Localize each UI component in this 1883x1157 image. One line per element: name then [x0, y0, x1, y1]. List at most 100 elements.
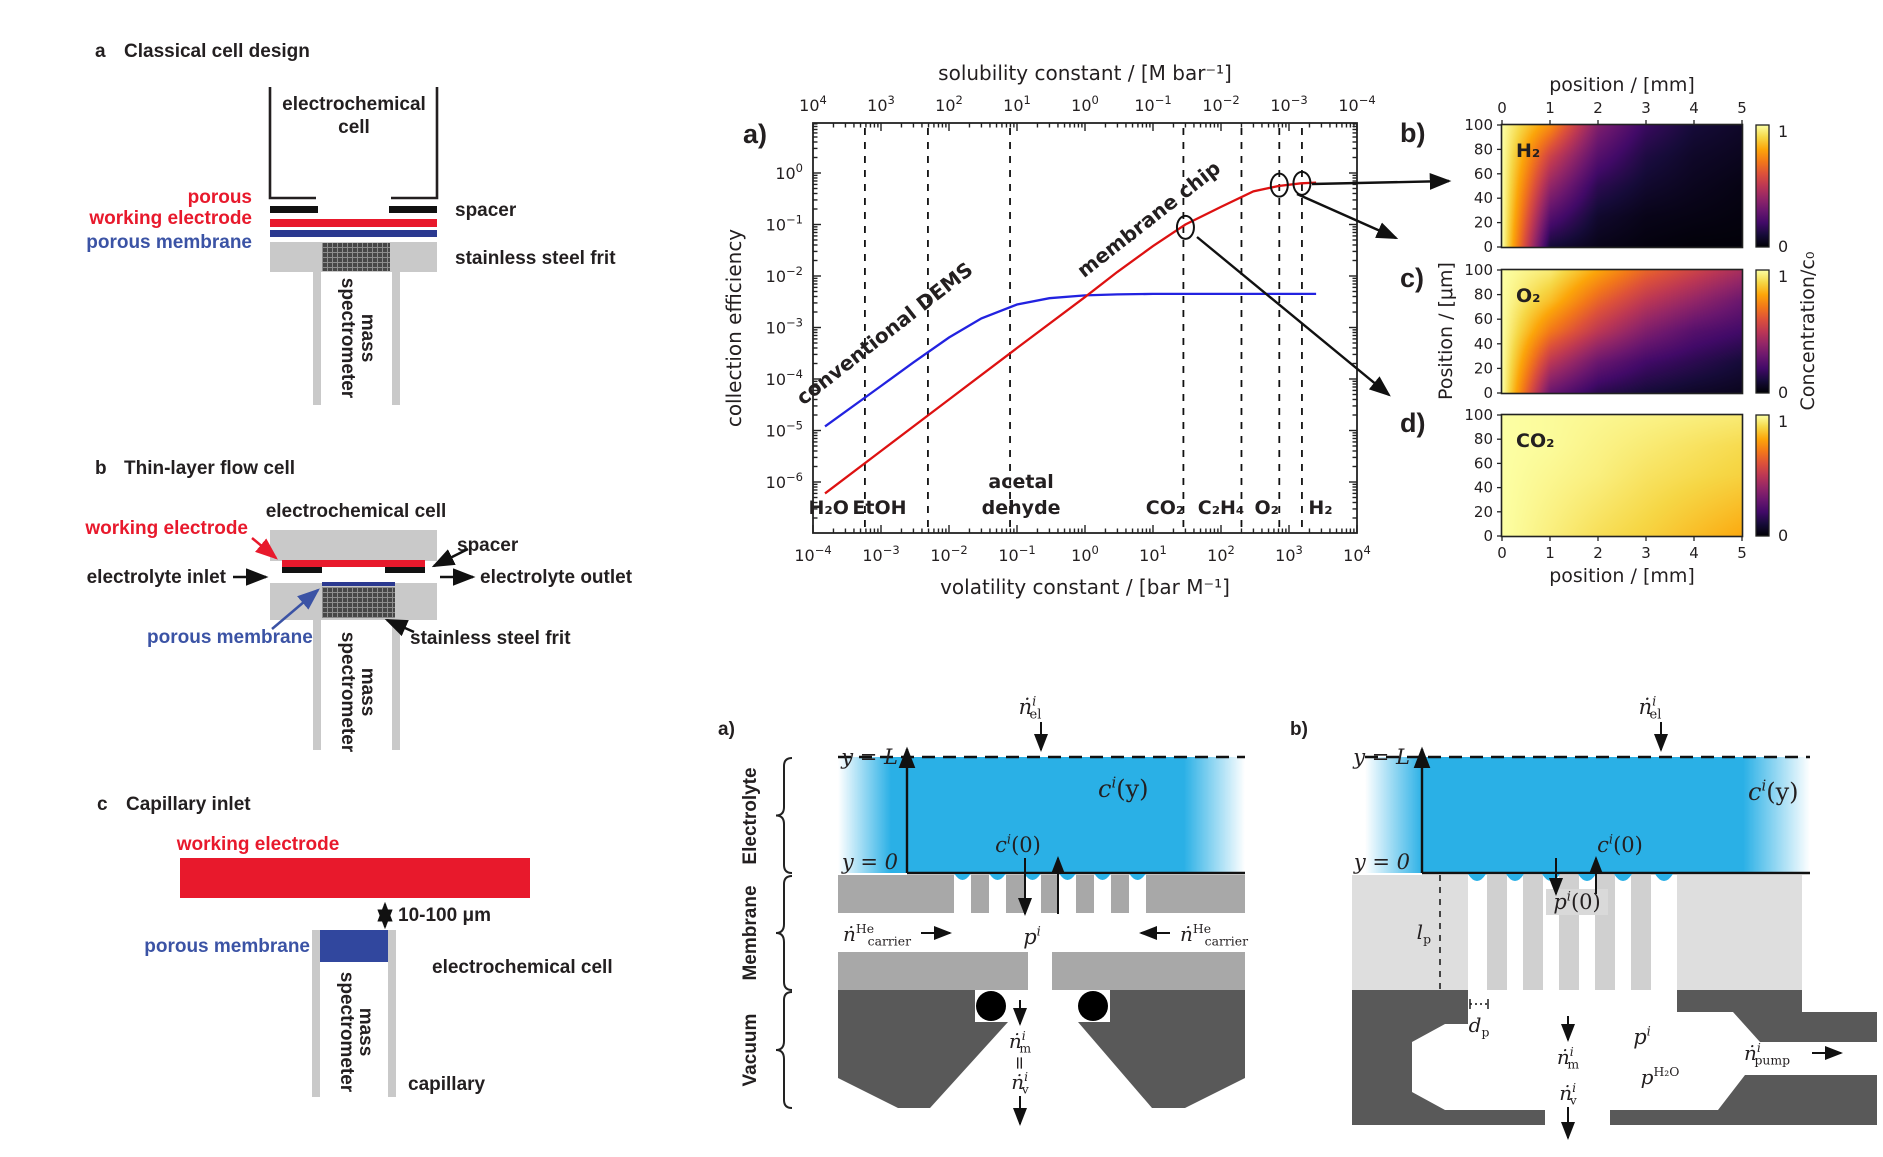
heatmap-panel-label: b) — [1400, 118, 1425, 148]
spacer-bar-left — [282, 567, 322, 573]
working-electrode-bar — [270, 219, 437, 227]
colorbar-max-label: 1 — [1778, 267, 1788, 286]
y-equals-L-b: y = L — [1352, 745, 1410, 769]
y-equals-0-b: y = 0 — [1353, 850, 1410, 874]
ms-tube-left — [313, 620, 321, 750]
colorbar — [1755, 269, 1770, 394]
vacuum-brace — [775, 991, 793, 1109]
x-bottom-tick-label: 104 — [1343, 543, 1371, 565]
series-membrane-chip — [824, 181, 1317, 495]
heatmap-x-tick-label: 5 — [1737, 99, 1747, 117]
x-top-tick-label: 101 — [1003, 93, 1031, 115]
heatmap-y-tick-label: 60 — [1474, 165, 1493, 183]
y-equals-0-a: y = 0 — [841, 850, 898, 874]
heatmap-y-tick-label: 0 — [1483, 238, 1493, 256]
heatmap-y-tick-label: 40 — [1474, 189, 1493, 207]
steel-frit — [322, 243, 390, 271]
y-tick-label: 10−4 — [766, 367, 803, 389]
panel-c-tag: c — [97, 794, 108, 815]
species-annotation: H₂ — [1308, 497, 1332, 519]
heatmap-x-tick-label: 4 — [1689, 99, 1699, 117]
species-annotation: O₂ — [1254, 497, 1278, 519]
y-tick-label: 10−5 — [766, 418, 803, 440]
c-of-y-label-b: ci(y) — [1748, 776, 1799, 806]
n-m-label-a: ṅi m — [1009, 1028, 1031, 1055]
p-i-0-label-b: pi(0) — [1553, 890, 1600, 914]
series-label: conventional DEMS — [792, 257, 978, 409]
heatmap-x-tick-label: 0 — [1497, 544, 1507, 562]
pore-diameter-label: dp — [1469, 1013, 1490, 1039]
we-label: working electrode — [84, 518, 248, 539]
ms-label-2: spectrometer — [337, 632, 358, 753]
colorbar — [1755, 414, 1770, 537]
region-label-membrane: Membrane — [740, 885, 761, 980]
heatmap-y-tick-label: 100 — [1464, 261, 1493, 279]
highlight-circle-marker — [1269, 172, 1289, 198]
colorbar-title: Concentration/c₀ — [1797, 252, 1819, 411]
colorbar-min-label: 0 — [1778, 526, 1788, 545]
series-label: membrane chip — [1072, 156, 1225, 283]
x-top-tick-label: 102 — [935, 93, 963, 115]
heatmap-y-tick-label: 60 — [1474, 310, 1493, 328]
heatmap-species-label: H₂ — [1516, 140, 1540, 162]
y-axis-title: collection efficiency — [722, 229, 746, 427]
species-annotation: acetal — [988, 471, 1053, 493]
menisci-a — [954, 874, 1146, 880]
panel-c-title: Capillary inlet — [126, 794, 251, 815]
link-arrow-to-heatmap — [1311, 173, 1452, 190]
species-annotation: dehyde — [982, 497, 1061, 519]
heatmap-y-axis-title: Position / [μm] — [1435, 262, 1457, 400]
menisci-b — [1468, 874, 1673, 881]
panel-capillary-inlet: c Capillary inlet working electrode 10-1… — [97, 794, 613, 1097]
spacer-label: spacer — [455, 200, 517, 221]
collection-efficiency-chart: a) solubility constant / [M bar⁻¹] volat… — [722, 61, 1452, 599]
panel-b-tag: b — [95, 458, 107, 479]
p-h2o-label-b: pH₂O — [1641, 1064, 1680, 1089]
x-bottom-tick-label: 10−1 — [998, 543, 1035, 565]
heatmap-x-tick-label: 5 — [1737, 544, 1747, 562]
frit-label: stainless steel frit — [410, 628, 571, 649]
working-electrode-bar — [180, 858, 530, 898]
spacer-bar-right — [385, 567, 425, 573]
x-top-tick-label: 10−2 — [1202, 93, 1239, 115]
cell-top-block — [270, 530, 437, 561]
equals-rotated-a: = — [1009, 1055, 1030, 1070]
region-label-vacuum: Vacuum — [740, 1014, 761, 1087]
x-top-tick-label: 100 — [1071, 93, 1099, 115]
n-el-label-b: ṅi el — [1639, 695, 1662, 723]
colorbar-max-label: 1 — [1778, 412, 1788, 431]
capillary-label: capillary — [408, 1074, 486, 1095]
membrane-bottom-right-a — [1052, 952, 1245, 990]
heatmap-panel-label: d) — [1400, 408, 1425, 438]
membrane-arrow — [271, 588, 320, 630]
heatmap-co2-canvas — [1502, 415, 1742, 536]
n-m-label-b: ṅi m — [1557, 1044, 1579, 1071]
p-i-label-a: pi — [1023, 925, 1041, 949]
heatmap-x-tick-label: 3 — [1641, 544, 1651, 562]
heatmap-y-tick-label: 40 — [1474, 479, 1493, 497]
heatmap-y-tick-label: 100 — [1464, 406, 1493, 424]
n-v-label-b: ṅi v — [1559, 1080, 1576, 1107]
chart-plot-area: 10−4 10−3 10−2 10−1 100 101 102 103 104 104 103 102… — [766, 93, 1452, 565]
chamfer-right-a — [1185, 1078, 1245, 1108]
species-annotation: H₂O — [808, 497, 848, 519]
x-top-tick-label: 10−4 — [1338, 93, 1375, 115]
region-label-electrolyte: Electrolyte — [740, 767, 761, 864]
x-top-tick-label: 104 — [799, 93, 827, 115]
schematic-math-labels: y = L y = 0 ṅi el ci(y) ci(0) pi ṅHe carrier ṅHe c… — [840, 695, 1843, 1140]
gap-label: 10-100 μm — [398, 905, 491, 926]
schematic-a-label: a) — [718, 719, 735, 740]
porous-membrane-plug — [320, 930, 388, 962]
heatmap-x-tick-label: 2 — [1593, 99, 1603, 117]
membrane-label: porous membrane — [147, 627, 313, 648]
oring-right — [1078, 991, 1108, 1021]
heatmap-x-tick-label: 0 — [1497, 99, 1507, 117]
working-electrode-bar — [282, 560, 425, 567]
vacuum-funnel-a — [930, 1022, 1152, 1108]
n-carrier-right-label: ṅHe carrier — [1180, 921, 1248, 948]
x-bottom-tick-label: 10−3 — [862, 543, 899, 565]
electrolyte-b — [1365, 757, 1810, 873]
